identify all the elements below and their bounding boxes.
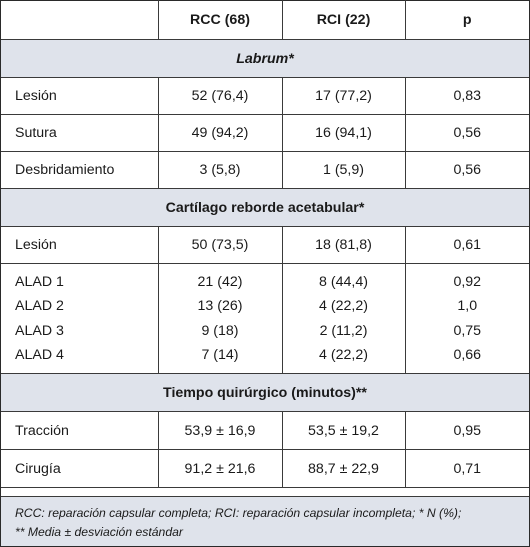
table-row: ALAD 4 7 (14) 4 (22,2) 0,66 xyxy=(1,343,529,374)
table-row: Sutura 49 (94,2) 16 (94,1) 0,56 xyxy=(1,114,529,152)
cell-rcc: 50 (73,5) xyxy=(157,226,283,264)
cell-p: 0,56 xyxy=(404,151,529,189)
cell-p: 0,71 xyxy=(404,449,529,488)
table-row: ALAD 2 13 (26) 4 (22,2) 1,0 xyxy=(1,293,529,319)
table-header: RCC (68) RCI (22) p xyxy=(1,0,529,40)
cell-p: 0,56 xyxy=(404,114,529,152)
header-rcc: RCC (68) xyxy=(157,0,283,40)
section-title: Cartílago reborde acetabular* xyxy=(1,188,529,227)
row-label: Sutura xyxy=(1,114,159,152)
cell-rcc: 91,2 ± 21,6 xyxy=(157,449,283,488)
table-row: Lesión 52 (76,4) 17 (77,2) 0,83 xyxy=(1,77,529,115)
row-label: Lesión xyxy=(1,77,159,115)
cell-rcc: 21 (42) xyxy=(157,263,283,294)
cell-p: 0,75 xyxy=(404,318,529,344)
section-title: Tiempo quirúrgico (minutos)** xyxy=(1,373,529,412)
cell-rci: 8 (44,4) xyxy=(281,263,406,294)
row-label: Tracción xyxy=(1,411,159,450)
cell-rci: 17 (77,2) xyxy=(281,77,406,115)
cell-p: 0,92 xyxy=(404,263,529,294)
row-label: ALAD 4 xyxy=(1,343,159,374)
section-tiempo: Tiempo quirúrgico (minutos)** xyxy=(1,373,529,412)
row-label: ALAD 2 xyxy=(1,293,159,319)
footnote-line: RCC: reparación capsular completa; RCI: … xyxy=(15,506,462,520)
cell-rcc: 7 (14) xyxy=(157,343,283,374)
table-row: Tracción 53,9 ± 16,9 53,5 ± 19,2 0,95 xyxy=(1,411,529,450)
cell-p: 0,83 xyxy=(404,77,529,115)
cell-rci: 1 (5,9) xyxy=(281,151,406,189)
cell-rcc: 53,9 ± 16,9 xyxy=(157,411,283,450)
header-p: p xyxy=(404,0,529,40)
cell-p: 0,61 xyxy=(404,226,529,264)
cell-rcc: 13 (26) xyxy=(157,293,283,319)
cell-rcc: 9 (18) xyxy=(157,318,283,344)
cell-rcc: 49 (94,2) xyxy=(157,114,283,152)
cell-p: 1,0 xyxy=(404,293,529,319)
row-label: ALAD 3 xyxy=(1,318,159,344)
cell-rci: 88,7 ± 22,9 xyxy=(281,449,406,488)
row-label: Cirugía xyxy=(1,449,159,488)
header-corner xyxy=(1,0,159,40)
section-title: Labrum* xyxy=(1,39,529,78)
cell-rcc: 52 (76,4) xyxy=(157,77,283,115)
cell-p: 0,95 xyxy=(404,411,529,450)
table-row: Desbridamiento 3 (5,8) 1 (5,9) 0,56 xyxy=(1,151,529,189)
row-label: ALAD 1 xyxy=(1,263,159,294)
cell-rci: 16 (94,1) xyxy=(281,114,406,152)
cell-rci: 53,5 ± 19,2 xyxy=(281,411,406,450)
table-row: ALAD 1 21 (42) 8 (44,4) 0,92 xyxy=(1,263,529,294)
cell-rci: 2 (11,2) xyxy=(281,318,406,344)
cell-rcc: 3 (5,8) xyxy=(157,151,283,189)
table-row: ALAD 3 9 (18) 2 (11,2) 0,75 xyxy=(1,318,529,344)
row-label: Lesión xyxy=(1,226,159,264)
table-row: Cirugía 91,2 ± 21,6 88,7 ± 22,9 0,71 xyxy=(1,449,529,488)
table-body: Labrum* Lesión 52 (76,4) 17 (77,2) 0,83 … xyxy=(1,39,529,488)
footnote-line: ** Media ± desviación estándar xyxy=(15,525,183,539)
cell-rci: 4 (22,2) xyxy=(281,293,406,319)
header-rci: RCI (22) xyxy=(281,0,406,40)
table-row: Lesión 50 (73,5) 18 (81,8) 0,61 xyxy=(1,226,529,264)
section-cartilago: Cartílago reborde acetabular* xyxy=(1,188,529,227)
row-label: Desbridamiento xyxy=(1,151,159,189)
table-footnote: RCC: reparación capsular completa; RCI: … xyxy=(1,496,529,547)
results-table: RCC (68) RCI (22) p Labrum* Lesión 52 (7… xyxy=(1,0,529,488)
cell-rci: 4 (22,2) xyxy=(281,343,406,374)
cell-rci: 18 (81,8) xyxy=(281,226,406,264)
section-labrum: Labrum* xyxy=(1,39,529,78)
cell-p: 0,66 xyxy=(404,343,529,374)
